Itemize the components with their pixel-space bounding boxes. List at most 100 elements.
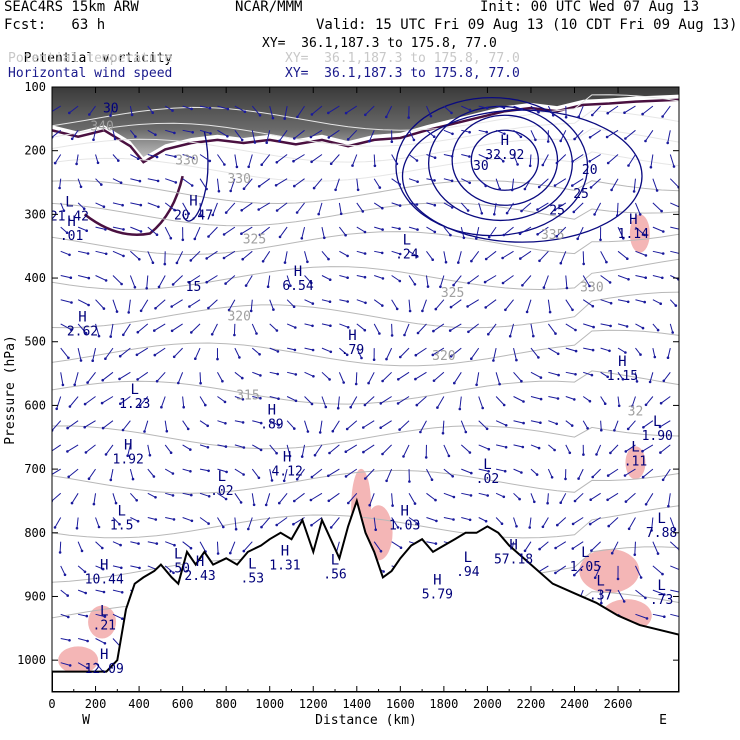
wind-vector-head xyxy=(362,450,365,454)
wind-vector-head xyxy=(324,405,328,409)
wind-vector xyxy=(199,105,211,109)
wind-vector xyxy=(582,396,591,402)
wind-vector-head xyxy=(278,139,281,143)
wind-vector-head xyxy=(627,164,630,167)
x-tick-label: 800 xyxy=(215,697,237,711)
wind-vector-head xyxy=(295,477,299,481)
wind-vector-head xyxy=(310,113,314,116)
wind-vector xyxy=(649,372,654,383)
wind-vector xyxy=(513,444,523,448)
wind-vector-head xyxy=(329,350,333,354)
wind-vector xyxy=(130,250,140,260)
wind-vector-head xyxy=(189,259,193,262)
wind-vector-head xyxy=(412,138,416,142)
extremum-marker: H xyxy=(196,554,204,570)
wind-vector xyxy=(478,105,488,109)
wind-vector xyxy=(293,154,305,162)
wind-vector xyxy=(391,250,401,255)
extremum-value: 4.12 xyxy=(271,464,302,479)
wind-vector-head xyxy=(504,424,508,427)
wind-vector-head xyxy=(258,353,261,356)
wind-vector-head xyxy=(624,450,628,453)
x-tick-label: 400 xyxy=(128,697,150,711)
wind-vector xyxy=(78,250,89,254)
extremum-marker: H xyxy=(501,133,509,149)
wind-vector xyxy=(182,105,192,110)
wind-vector-head xyxy=(525,310,529,314)
wind-vector xyxy=(252,396,261,399)
wind-vector xyxy=(311,154,323,163)
wind-vector xyxy=(345,105,358,114)
wind-vector-head xyxy=(573,398,576,401)
wind-vector xyxy=(642,105,654,115)
extremum-value: .02 xyxy=(210,484,233,499)
wind-vector-head xyxy=(593,576,597,579)
wind-vector-head xyxy=(590,373,594,377)
wind-vector xyxy=(522,275,532,286)
extremum-marker: H xyxy=(629,212,637,228)
wind-vector-head xyxy=(617,404,621,408)
wind-vector xyxy=(373,202,383,209)
wind-vector xyxy=(495,129,505,135)
wind-vector xyxy=(52,129,62,138)
wind-vector xyxy=(382,371,392,382)
wind-vector-head xyxy=(334,188,337,192)
wind-vector-head xyxy=(242,549,246,553)
extremum-marker: L xyxy=(248,556,256,572)
wind-vector-head xyxy=(502,233,506,237)
wind-vector-head xyxy=(432,379,436,383)
wind-vector-head xyxy=(520,379,523,383)
wind-vector xyxy=(188,275,201,283)
wind-vector xyxy=(177,372,184,384)
wind-vector-head xyxy=(165,429,169,433)
wind-vector xyxy=(669,541,679,551)
wind-vector xyxy=(670,589,679,593)
wind-vector xyxy=(652,589,665,595)
wind-vector-head xyxy=(639,576,643,579)
wind-vector xyxy=(329,444,340,454)
wind-vector-head xyxy=(49,474,52,477)
y-tick-label: 300 xyxy=(24,207,46,221)
wind-vector-head xyxy=(209,132,212,135)
wind-vector-head xyxy=(616,214,619,217)
extremum-marker: L xyxy=(117,504,125,520)
extremum-value: 6.54 xyxy=(282,279,313,294)
wind-vector-head xyxy=(470,259,473,263)
wind-vector xyxy=(488,226,497,238)
extremum-marker: H xyxy=(509,537,517,553)
wind-vector xyxy=(217,492,227,500)
wind-vector xyxy=(171,323,183,332)
extremum-marker: L xyxy=(657,511,665,527)
wind-vector xyxy=(147,492,156,498)
wind-vector xyxy=(301,226,306,239)
wind-vector xyxy=(112,275,122,285)
extremum-value: .73 xyxy=(650,593,673,608)
wind-vector xyxy=(147,226,158,236)
wind-vector xyxy=(164,565,174,574)
wind-vector xyxy=(513,468,522,473)
extremum-value: 2.43 xyxy=(184,569,215,584)
wind-vector-head xyxy=(241,398,245,401)
theta-label: 340 xyxy=(90,119,113,134)
wind-vector-head xyxy=(537,446,541,450)
wind-vector-head xyxy=(306,260,309,264)
wind-vector-head xyxy=(199,381,202,385)
wind-vector-head xyxy=(680,569,683,572)
wind-vector xyxy=(433,371,445,382)
wind-vector xyxy=(287,371,296,375)
wind-vector xyxy=(345,468,358,477)
wind-vector xyxy=(607,468,619,477)
wind-vector xyxy=(182,517,193,522)
wind-vector-head xyxy=(104,453,108,456)
wind-vector xyxy=(104,347,114,359)
wind-vector-head xyxy=(671,331,674,334)
wind-vector-head xyxy=(283,117,287,120)
wind-vector-head xyxy=(592,325,595,329)
wind-vector xyxy=(119,347,131,357)
wind-vector xyxy=(199,154,211,162)
wind-vector xyxy=(513,420,524,424)
wind-vector xyxy=(269,420,279,426)
wind-vector xyxy=(577,226,584,240)
wind-vector xyxy=(476,372,480,385)
wind-vector-head xyxy=(533,500,536,504)
